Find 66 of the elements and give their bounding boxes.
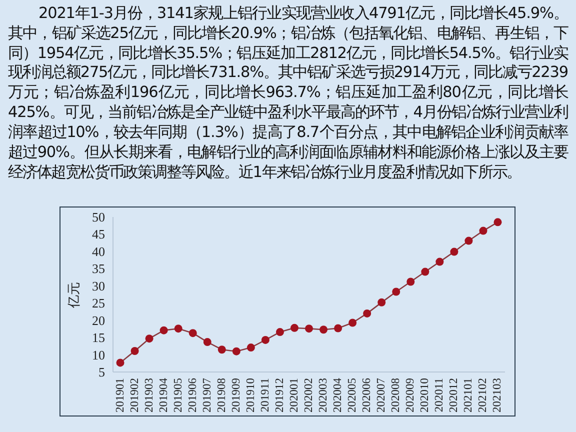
point: [479, 226, 488, 235]
y-tick-label: 10: [92, 347, 105, 362]
point: [450, 248, 458, 256]
point: [392, 288, 400, 296]
x-tick-label: 202102: [477, 378, 490, 412]
point: [261, 336, 270, 344]
point: [378, 298, 386, 306]
y-tick-label: 15: [92, 330, 105, 346]
x-tick-label: 202009: [404, 378, 417, 412]
x-tick-label: 201909: [230, 378, 242, 412]
point: [406, 278, 415, 286]
x-tick-label: 201908: [216, 378, 228, 412]
x-tick-label: 202005: [346, 378, 359, 412]
y-tick-label: 30: [92, 278, 105, 294]
x-tick-label: 201910: [244, 378, 257, 412]
point: [320, 326, 328, 334]
point: [305, 324, 313, 333]
y-tick-label: 50: [92, 210, 105, 224]
point: [174, 324, 182, 333]
x-tick-label: 201905: [172, 378, 184, 412]
point: [188, 329, 197, 338]
y-axis-title: 亿元: [67, 282, 82, 309]
point: [334, 324, 342, 332]
x-tick-label: 202103: [492, 378, 504, 412]
x-tick-label: 202008: [390, 378, 402, 412]
y-tick-label: 40: [92, 244, 105, 259]
point: [290, 324, 298, 332]
x-tick-label: 202101: [462, 378, 475, 412]
point: [436, 258, 444, 266]
x-tick-label: 202012: [448, 378, 460, 412]
x-tick-label: 202007: [376, 378, 388, 412]
point: [348, 318, 357, 327]
x-tick-label: 201903: [143, 378, 156, 412]
y-tick-label: 35: [92, 261, 105, 276]
point: [246, 344, 255, 352]
text: 2021年1-3月份，3141家规上铝行业实现营业收入4791亿元，同比增长45.9%。其中，铝矿采选25亿元，同比增长20.9%；铝冶炼（包括氧化铝、电解铝、再生铝，下同）1954亿元，同比增长35.5%；铝压延加工2812亿元，同比增长54.5%。铝行业实现利润总额275亿元，同比增长731.8%。其中铝矿采选亏损2914万元，同比减亏2239万元；铝冶炼盈利196亿元，同比增长963.7%；铝压延加工盈利80亿元，同比增长425%。可见，当前铝冶炼是全产业链中盈利水平最高的环节，4月份铝冶炼行业营业利润率超过10%，较去年同期（1.3%）提高了8.7个百分点，其中电解铝企业利润贡献率超过90%。但从长期来看，电解铝行业的高利润面临原辅材料和能源价格上涨以及主要经济体超宽松货币政策调整等风险。近1年来铝冶炼行业月度盈利情况如下所示。: [8, 4, 568, 181]
y-tick-label: 20: [92, 312, 105, 328]
point: [464, 236, 473, 245]
point: [116, 358, 124, 367]
x-tick-label: 201912: [274, 378, 286, 412]
x-tick-label: 201902: [128, 378, 141, 412]
x-tick-label: 202006: [361, 378, 374, 412]
x-tick-label: 201901: [114, 378, 126, 412]
point: [363, 309, 372, 318]
y-tick-label: 45: [92, 226, 105, 242]
x-tick-label: 202003: [318, 378, 330, 412]
point: [145, 334, 154, 343]
x-tick-label: 202004: [332, 378, 344, 412]
y-tick-label: 25: [92, 296, 105, 311]
x-tick-label: 202010: [419, 378, 432, 412]
x-tick-label: 202001: [288, 378, 300, 412]
point: [276, 328, 284, 336]
point: [203, 338, 212, 346]
x-tick-label: 202002: [303, 378, 315, 412]
point: [232, 347, 240, 356]
point: [421, 268, 430, 276]
x-tick-label: 201911: [259, 378, 272, 412]
point: [130, 346, 139, 355]
x-tick-label: 201904: [158, 378, 170, 412]
y-tick-label: 5: [98, 364, 105, 380]
x-tick-label: 201906: [186, 378, 199, 412]
point: [218, 346, 226, 354]
x-tick-label: 201907: [201, 378, 214, 412]
point: [160, 326, 168, 334]
x-tick-label: 202011: [434, 378, 446, 412]
point: [494, 218, 502, 226]
